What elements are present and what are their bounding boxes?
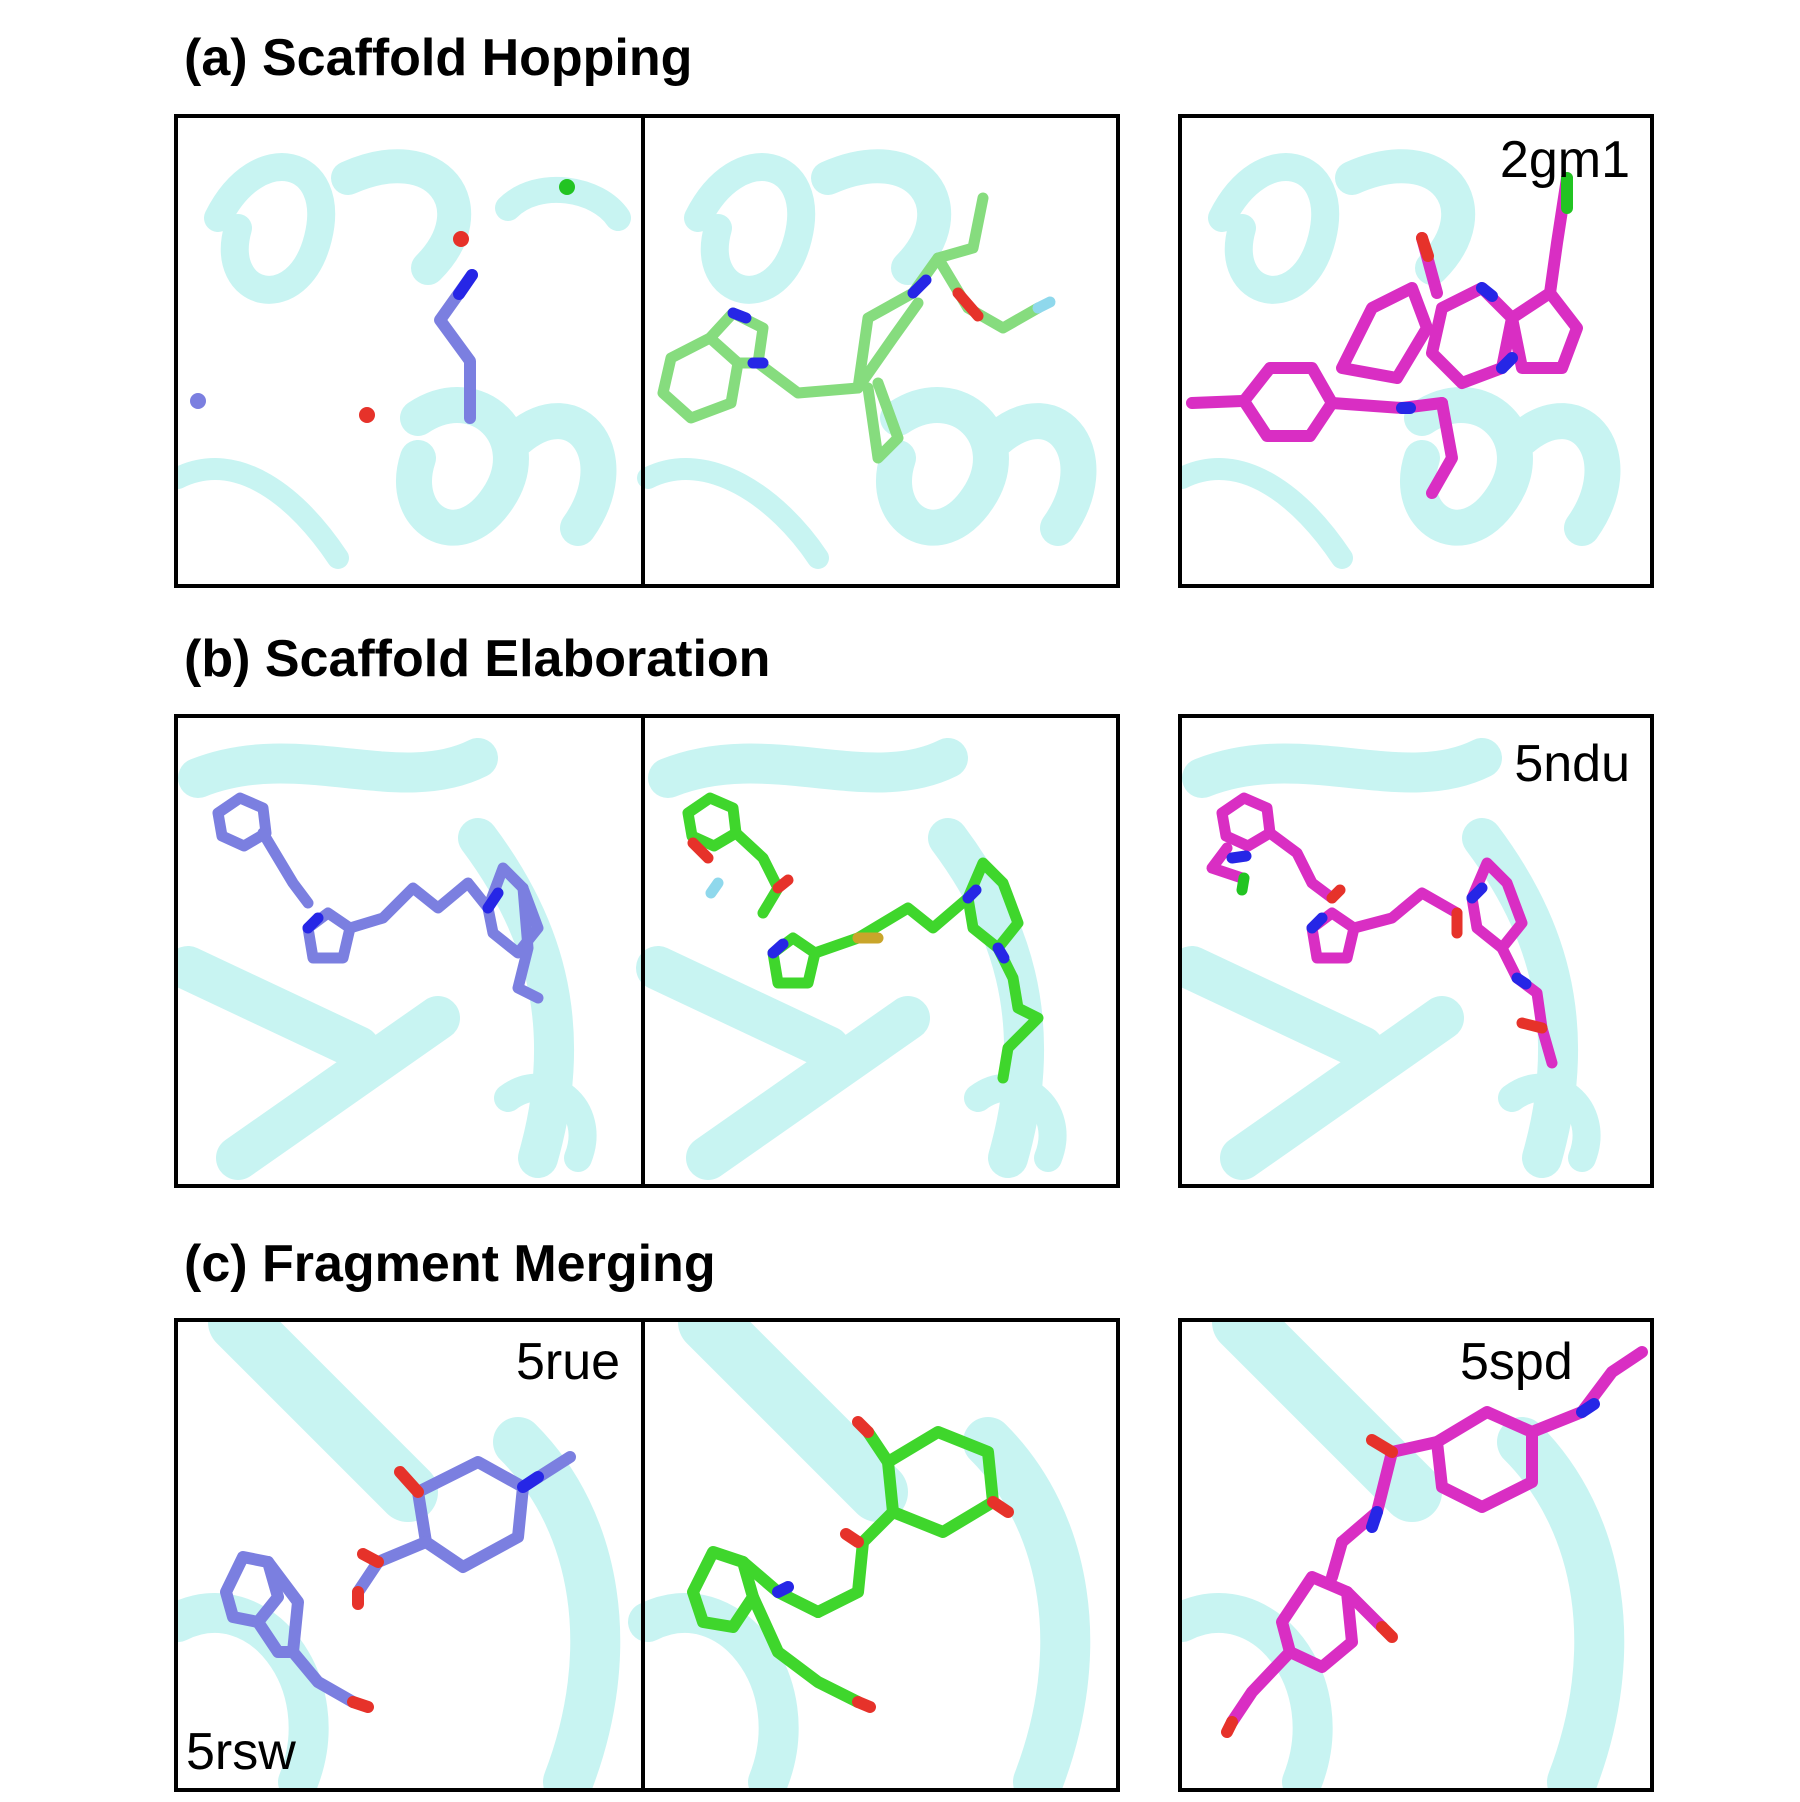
protein-ribbon: [178, 738, 1067, 1180]
fragment-atoms: [190, 179, 575, 423]
reference-ligand-5spd: [1221, 1346, 1648, 1738]
fragment-label-5rue: 5rue: [516, 1333, 621, 1391]
panel-b-input-output: [174, 714, 1120, 1188]
fragment-label-5rsw: 5rsw: [186, 1723, 296, 1781]
protein-ribbon: [178, 149, 1097, 569]
panel-a-scene: [178, 118, 1097, 584]
panel-c-input-output: 5rue 5rsw: [174, 1318, 1120, 1792]
panel-divider: [641, 1322, 645, 1788]
reference-label-2gm1: 2gm1: [1499, 131, 1630, 189]
panel-b-reference: 5ndu: [1178, 714, 1654, 1188]
fragment-5rue: [352, 1451, 576, 1610]
panel-b-reference-scene: [1182, 738, 1601, 1180]
panel-divider: [641, 118, 645, 584]
protein-ribbon: [1182, 149, 1621, 569]
reference-label-5ndu: 5ndu: [1514, 735, 1630, 793]
panel-c-reference-scene: [1182, 1322, 1648, 1788]
section-title-fragment-merging: (c) Fragment Merging: [184, 1235, 716, 1293]
panel-a-reference-scene: [1182, 149, 1621, 569]
panel-a-reference: 2gm1: [1178, 114, 1654, 588]
panel-divider: [641, 718, 645, 1184]
section-title-scaffold-elaboration: (b) Scaffold Elaboration: [184, 630, 771, 688]
reference-ligand-2gm1: [1186, 172, 1583, 499]
fragment-5rsw: [220, 1551, 374, 1713]
section-title-scaffold-hopping: (a) Scaffold Hopping: [184, 29, 693, 87]
reference-ligand-5ndu: [1206, 792, 1558, 1069]
panel-b-scene: [178, 718, 1067, 1184]
generated-molecule-b: [682, 792, 1044, 1084]
protein-ribbon: [1182, 738, 1601, 1180]
generated-molecule-a: [657, 192, 1056, 464]
panel-c-reference: 5spd: [1178, 1318, 1654, 1792]
fragment-molecule-b: [212, 792, 544, 1004]
protein-ribbon: [178, 1322, 1091, 1788]
reference-label-5spd: 5spd: [1460, 1333, 1573, 1391]
generated-molecule-c: [687, 1416, 1014, 1713]
fragment-linker: [434, 269, 478, 424]
panel-c-scene: [178, 1322, 1091, 1788]
panel-a-input-output: [174, 114, 1120, 588]
